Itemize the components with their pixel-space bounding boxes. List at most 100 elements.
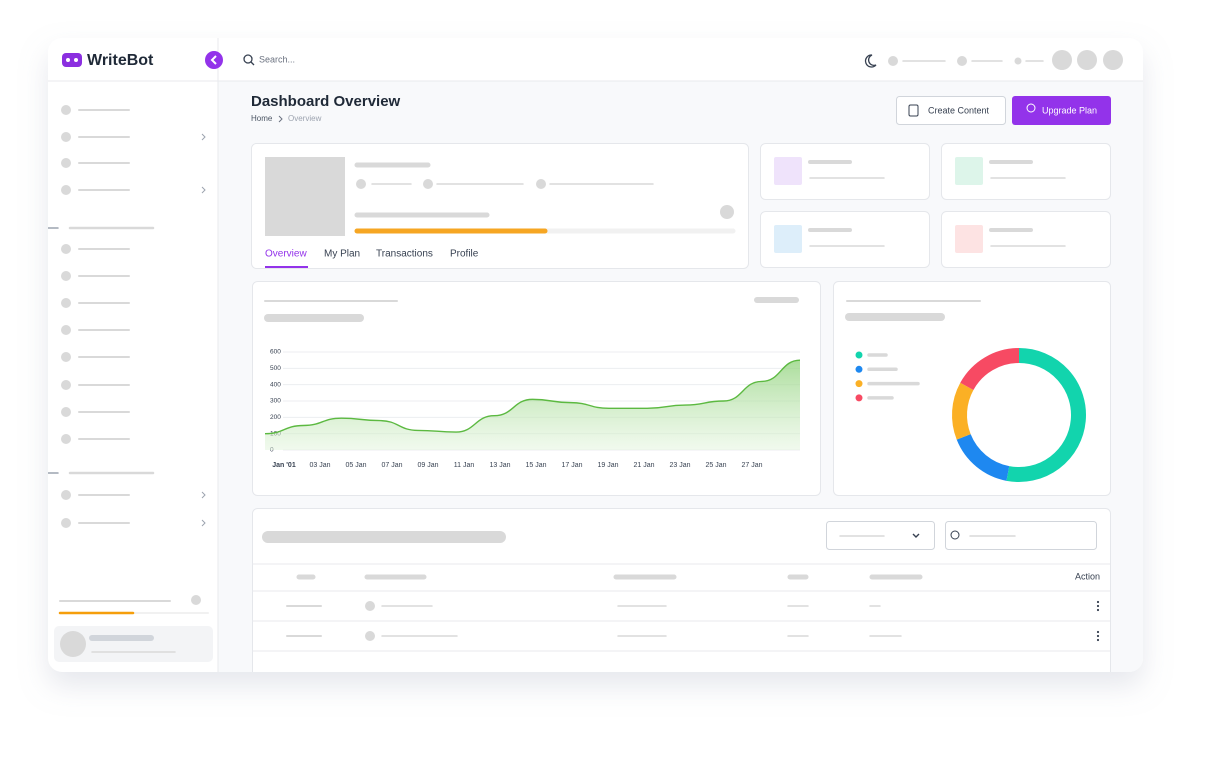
nav-item[interactable]	[56, 127, 212, 147]
profile-tab[interactable]: Overview	[265, 249, 307, 260]
logo-icon	[62, 53, 82, 67]
logo-eye	[66, 58, 70, 62]
header-avatar[interactable]	[1052, 50, 1072, 70]
nav-item[interactable]	[56, 347, 212, 367]
table-card	[252, 508, 1111, 672]
placeholder-dot	[1096, 630, 1100, 634]
placeholder-dot	[191, 595, 201, 605]
x-tick-label: 07 Jan	[381, 462, 402, 469]
button-label: Create Content	[928, 105, 990, 115]
profile-image	[265, 157, 345, 236]
theme-toggle[interactable]	[864, 54, 877, 68]
chevron-down	[912, 533, 920, 538]
placeholder-dot	[61, 105, 71, 115]
nav-item[interactable]	[56, 375, 212, 395]
legend-dot	[855, 365, 863, 373]
x-tick-label: 05 Jan	[345, 462, 366, 469]
nav-item[interactable]	[56, 180, 212, 200]
placeholder-dot	[1096, 634, 1100, 638]
y-tick-label: 0	[270, 447, 274, 454]
x-tick-label: 21 Jan	[633, 462, 654, 469]
breadcrumb: Overview	[288, 114, 322, 123]
placeholder-dot	[61, 298, 71, 308]
y-tick-label: 600	[270, 349, 281, 356]
x-tick-label: 03 Jan	[309, 462, 330, 469]
nav-item[interactable]	[56, 513, 212, 533]
content: WriteBot Search... Dashboard Overview Ho…	[48, 38, 1143, 672]
nav-item[interactable]	[56, 239, 212, 259]
search-icon	[250, 61, 255, 66]
file-icon	[908, 104, 919, 117]
stat-card	[760, 143, 930, 200]
nav-item[interactable]	[56, 266, 212, 286]
placeholder-dot	[61, 244, 71, 254]
logo-eye	[74, 58, 78, 62]
nav-item[interactable]	[56, 429, 212, 449]
placeholder-dot	[1096, 608, 1100, 612]
breadcrumb[interactable]: Home	[251, 114, 273, 123]
collapse-icon	[210, 55, 217, 65]
search-icon	[950, 530, 960, 540]
placeholder-dot	[60, 631, 86, 657]
donut-segment	[960, 348, 1020, 391]
placeholder-dot	[365, 631, 375, 641]
x-tick-label: 09 Jan	[417, 462, 438, 469]
nav-item[interactable]	[56, 293, 212, 313]
placeholder-dot	[61, 380, 71, 390]
search-icon	[243, 54, 253, 64]
stat-icon	[774, 225, 802, 253]
profile-card	[251, 143, 749, 269]
search-input[interactable]: Search...	[259, 54, 295, 64]
x-tick-label: 27 Jan	[741, 462, 762, 469]
profile-tab[interactable]: My Plan	[324, 249, 360, 260]
placeholder-dot	[61, 158, 71, 168]
nav-item[interactable]	[56, 100, 212, 120]
table-header: Action	[1075, 571, 1100, 581]
nav-item[interactable]	[56, 153, 212, 173]
placeholder-dot	[957, 56, 967, 66]
table-search[interactable]	[945, 521, 1097, 550]
profile-tab[interactable]: Transactions	[376, 249, 433, 260]
y-tick-label: 400	[270, 381, 281, 388]
x-tick-label: 17 Jan	[561, 462, 582, 469]
donut-segment	[952, 382, 974, 440]
header-avatar[interactable]	[1103, 50, 1123, 70]
y-tick-label: 200	[270, 414, 281, 421]
placeholder-dot	[720, 205, 734, 219]
nav-item[interactable]	[56, 320, 212, 340]
chevron	[201, 491, 206, 499]
nav-item[interactable]	[56, 485, 212, 505]
placeholder-dot	[61, 325, 71, 335]
placeholder-dot	[61, 434, 71, 444]
x-tick-label: 25 Jan	[705, 462, 726, 469]
create-button[interactable]	[896, 96, 1006, 125]
placeholder-dot	[356, 179, 366, 189]
placeholder-dot	[1014, 57, 1022, 65]
placeholder-dot	[423, 179, 433, 189]
x-tick-label: 11 Jan	[454, 462, 475, 469]
placeholder-dot	[536, 179, 546, 189]
nav-item[interactable]	[56, 402, 212, 422]
brand: WriteBot	[87, 52, 154, 69]
stat-icon	[774, 157, 802, 185]
placeholder-dot	[365, 601, 375, 611]
collapse-button[interactable]	[205, 51, 223, 69]
placeholder-dot	[1096, 600, 1100, 604]
stat-icon	[955, 225, 983, 253]
placeholder-dot	[61, 518, 71, 528]
header-avatar[interactable]	[1077, 50, 1097, 70]
placeholder-dot	[61, 352, 71, 362]
chevron	[201, 186, 206, 194]
placeholder-dot	[61, 132, 71, 142]
placeholder-dot	[61, 490, 71, 500]
placeholder-dot	[61, 271, 71, 281]
profile-tab[interactable]: Profile	[450, 249, 479, 260]
button-label: Upgrade Plan	[1042, 105, 1097, 115]
legend-dot	[855, 394, 863, 402]
donut-segment	[956, 433, 1010, 481]
donut-segment	[1006, 348, 1086, 482]
upgrade-button[interactable]	[1012, 96, 1111, 125]
y-tick-label: 500	[270, 365, 281, 372]
